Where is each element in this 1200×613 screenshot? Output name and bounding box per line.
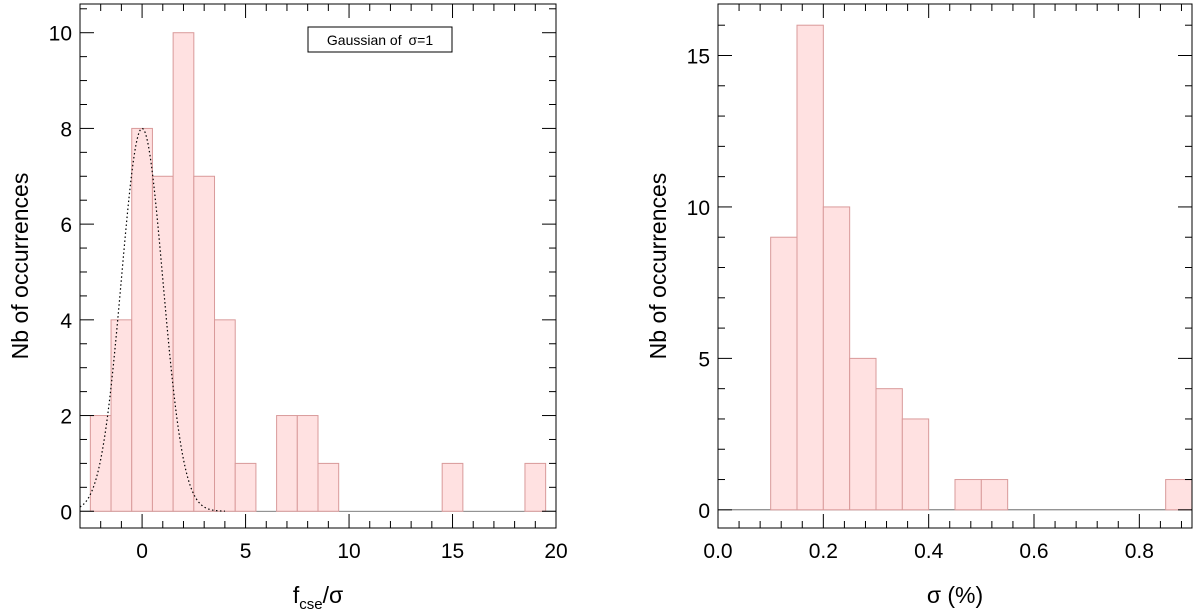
left-y-tick-label-0: 0 [60, 501, 72, 524]
right-x-axis-title: σ (%) [927, 582, 983, 608]
right-histogram-panel: 0.0 0.2 0.4 0.6 0.8 0 5 10 15 Nb of occurrences σ … [645, 3, 1193, 608]
left-histogram-bar-11 [317, 462, 340, 512]
left-y-tick-label-4: 8 [60, 118, 72, 141]
left-y-tick-label-2: 4 [60, 310, 72, 333]
right-histogram-bar-3 [849, 357, 877, 511]
right-x-tick-label-3: 0.6 [1019, 540, 1048, 563]
right-histogram-bar-8 [980, 479, 1009, 511]
left-legend-label: Gaussian of σ=1 [327, 32, 433, 48]
left-x-tick-label-0: 0 [136, 540, 148, 563]
right-x-tick-label-4: 0.8 [1125, 540, 1154, 563]
left-histogram-bar-2 [131, 127, 153, 512]
left-histogram-bar-3 [151, 175, 174, 512]
left-histogram-bar-10 [296, 415, 319, 512]
right-histogram-bar-2 [822, 206, 851, 511]
right-histogram-bar-1 [796, 24, 824, 511]
right-y-tick-label-0: 0 [698, 500, 710, 523]
right-x-tick-label-1: 0.2 [809, 540, 838, 563]
left-histogram-bar-7 [234, 462, 257, 512]
right-y-tick-label-1: 5 [698, 348, 710, 371]
left-gaussian-curve [79, 127, 225, 512]
left-y-tick-label-3: 6 [60, 214, 72, 237]
right-histogram-bar-5 [901, 418, 930, 511]
left-x-tick-label-2: 10 [337, 540, 360, 563]
left-histogram-bar-1 [110, 319, 133, 512]
left-x-tick-label-4: 20 [544, 540, 567, 563]
right-y-axis-title: Nb of occurrences [645, 173, 671, 360]
left-legend-box [307, 26, 453, 53]
left-x-tick-label-1: 5 [240, 540, 252, 563]
right-histogram-bar-7 [954, 479, 982, 511]
right-y-tick-label-3: 15 [687, 45, 710, 68]
left-y-tick-label-5: 10 [49, 23, 72, 46]
right-histogram-bar-4 [875, 388, 903, 511]
left-plot-frame [79, 3, 557, 529]
left-y-tick-label-1: 2 [60, 406, 72, 429]
left-histogram-bar-5 [193, 175, 216, 512]
left-histogram-bar-9 [276, 415, 298, 512]
left-histogram-bar-6 [214, 319, 236, 512]
right-histogram-bar-15 [1165, 479, 1193, 511]
right-histogram-bar-0 [770, 236, 798, 511]
left-y-axis-title: Nb of occurrences [7, 173, 33, 360]
right-x-tick-label-0: 0.0 [703, 540, 732, 563]
left-x-tick-label-3: 15 [441, 540, 464, 563]
left-histogram-panel: 0 5 10 15 20 0 2 4 6 8 10 Nb of occurrences fcse/σ Ga… [7, 3, 568, 613]
right-plot-frame [717, 3, 1193, 529]
left-histogram-bar-21 [524, 462, 547, 512]
left-histogram-bar-4 [172, 32, 195, 512]
left-histogram-bar-17 [441, 462, 464, 512]
left-histogram-bar-0 [89, 415, 112, 512]
left-x-axis-title: fcse/σ [293, 582, 343, 613]
right-y-tick-label-2: 10 [687, 197, 710, 220]
right-x-tick-label-2: 0.4 [914, 540, 944, 563]
